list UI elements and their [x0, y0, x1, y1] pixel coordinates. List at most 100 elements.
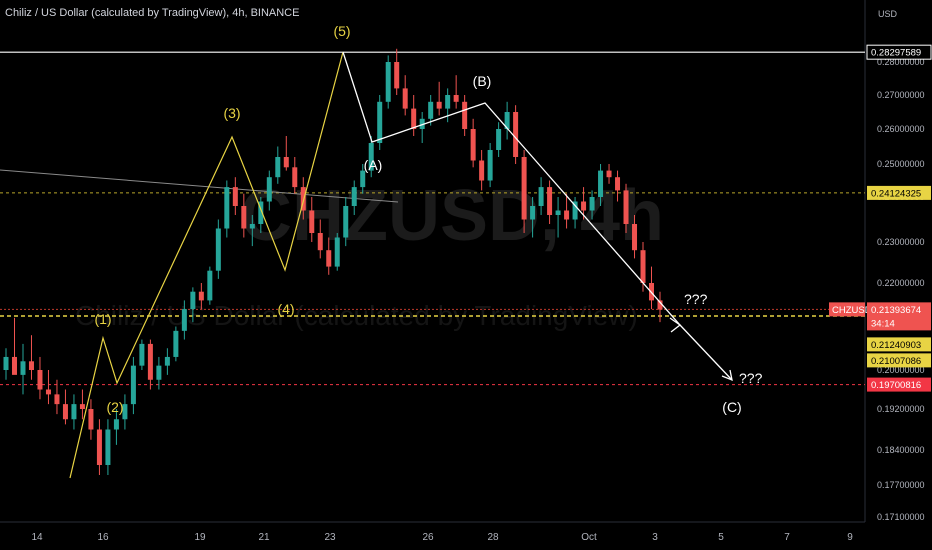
candle-body — [513, 112, 519, 157]
candle-body — [113, 419, 119, 430]
candle-body — [343, 206, 349, 238]
candle-body — [241, 206, 247, 229]
candle-body — [385, 62, 391, 102]
price-tag-level: 0.24124325 — [871, 188, 921, 199]
candle-body — [11, 356, 17, 375]
candle-body — [105, 429, 111, 465]
price-tag-current: 0.21393674 — [871, 305, 921, 316]
candle-body — [317, 233, 323, 251]
candle-body — [394, 62, 400, 89]
candle-body — [564, 210, 570, 220]
countdown: 34:14 — [871, 318, 895, 329]
candle-body — [547, 187, 553, 215]
symbol-tag-bg — [829, 302, 865, 317]
candle-body — [20, 361, 26, 375]
candle-body — [606, 170, 612, 178]
candle-body — [88, 409, 94, 430]
candle-body — [572, 201, 578, 220]
candle-body — [139, 343, 145, 366]
candle-body — [224, 187, 230, 229]
wave-label-impulse: (5) — [333, 23, 350, 39]
question-label: ??? — [739, 370, 763, 386]
price-axis-unit: USD — [878, 9, 898, 19]
candle-body — [249, 224, 255, 229]
time-tick: 3 — [652, 532, 658, 543]
wave-label-corrective: (B) — [473, 73, 492, 89]
price-tag-resistance-bg — [866, 44, 932, 60]
corrective-wave-path — [342, 51, 733, 381]
candle-body — [504, 112, 510, 129]
candle-body — [479, 160, 485, 181]
price-tag-resistance: 0.28297589 — [871, 48, 921, 59]
candle-body — [598, 170, 604, 197]
price-tick: 0.18400000 — [877, 445, 925, 455]
candle-body — [283, 157, 289, 168]
arrow-head-2 — [721, 369, 733, 382]
price-tick: 0.17700000 — [877, 480, 925, 490]
candle-body — [538, 187, 544, 206]
candle-body — [62, 404, 68, 420]
candle-body — [581, 201, 587, 211]
candle-body — [640, 250, 646, 283]
arrow-head-1 — [669, 317, 682, 333]
candle-body — [45, 389, 51, 395]
candle-body — [96, 429, 102, 465]
candle-body — [71, 404, 77, 420]
price-tick: 0.27000000 — [877, 90, 925, 100]
candle-body — [266, 177, 272, 202]
candle-body — [334, 237, 340, 267]
candle-body — [462, 101, 468, 129]
price-tick: 0.23000000 — [877, 237, 925, 247]
candle-body — [28, 361, 34, 370]
candle-body — [453, 95, 459, 102]
price-tag-support2-bg — [867, 353, 931, 368]
candle-body — [164, 356, 170, 366]
candle-body — [589, 197, 595, 211]
candle-body — [428, 101, 434, 119]
candle-body — [190, 291, 196, 310]
price-tag-target: 0.19700816 — [871, 380, 921, 391]
candle-body — [487, 150, 493, 181]
price-tick: 0.26000000 — [877, 124, 925, 134]
candle-body — [215, 228, 221, 271]
time-tick: 26 — [422, 532, 434, 543]
candle-body — [555, 210, 561, 215]
time-tick: 21 — [258, 532, 270, 543]
candle-body — [521, 157, 527, 220]
wave-label-impulse: (4) — [277, 301, 294, 317]
candle-body — [326, 250, 332, 267]
candle-body — [156, 365, 162, 380]
price-tick: 0.20000000 — [877, 365, 925, 375]
price-tag-support-bg — [867, 337, 931, 352]
impulse-wave-path — [69, 51, 344, 479]
time-tick: Oct — [581, 532, 597, 543]
candle-body — [530, 206, 536, 220]
candle-body — [360, 170, 366, 188]
candle-body — [436, 101, 442, 109]
question-label: ??? — [684, 291, 708, 307]
price-tick: 0.25000000 — [877, 159, 925, 169]
time-tick: 16 — [97, 532, 109, 543]
candle-body — [300, 187, 306, 211]
symbol-tag: CHZUSD — [832, 305, 872, 316]
wave-label-impulse: (1) — [94, 311, 111, 327]
candle-body — [496, 129, 502, 150]
wave-label-impulse: (2) — [106, 399, 123, 415]
price-tick: 0.22000000 — [877, 278, 925, 288]
chart-title: Chiliz / US Dollar (calculated by Tradin… — [5, 7, 300, 19]
wave-label-corrective: (A) — [364, 157, 383, 173]
wave-label-corrective: (C) — [722, 399, 741, 415]
candle-body — [198, 291, 204, 301]
candle-body — [292, 167, 298, 188]
candle-body — [54, 394, 60, 405]
candle-body — [411, 108, 417, 129]
candle-body — [657, 300, 663, 310]
candle-body — [377, 101, 383, 143]
candle-body — [632, 224, 638, 251]
candle-body — [258, 201, 264, 224]
price-tag-target-bg — [867, 377, 931, 392]
price-tick: 0.28000000 — [877, 57, 925, 67]
candle-body — [173, 330, 179, 357]
candle-body — [470, 129, 476, 161]
